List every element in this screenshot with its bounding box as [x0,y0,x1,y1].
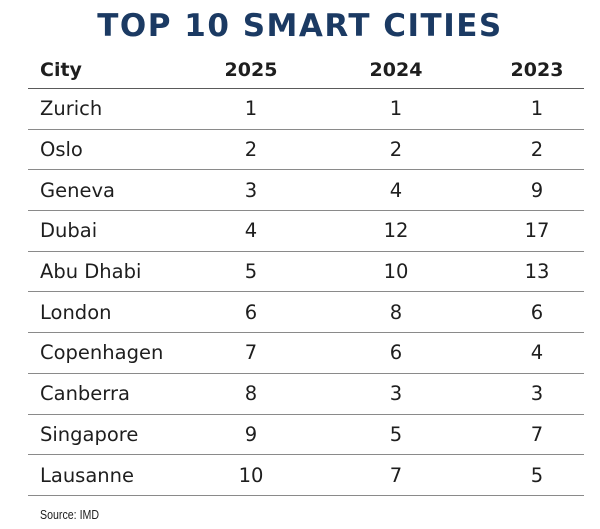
city-cell: Abu Dhabi [40,260,142,284]
table-row: Canberra 8 3 3 [28,374,584,415]
rank-2023-cell: 6 [530,300,544,324]
rank-2025-cell: 5 [244,260,258,284]
column-header-city: City [40,59,82,81]
city-cell: Lausanne [40,463,134,487]
city-cell: Zurich [40,97,103,121]
city-cell: Singapore [40,422,139,446]
table-row: Abu Dhabi 5 10 13 [28,252,584,293]
table-title: TOP 10 SMART CITIES [97,8,503,44]
city-cell: Canberra [40,382,130,406]
rank-2023-cell: 7 [530,422,544,446]
rank-2024-cell: 3 [389,382,403,406]
table-row: Copenhagen 7 6 4 [28,333,584,374]
city-cell: London [40,300,112,324]
rank-2024-cell: 2 [389,138,403,162]
rank-2023-cell: 17 [524,219,550,243]
table-row: Singapore 9 5 7 [28,415,584,456]
rank-2025-cell: 3 [244,178,258,202]
rank-2024-cell: 10 [383,260,409,284]
city-cell: Geneva [40,178,115,202]
rank-2023-cell: 9 [530,178,544,202]
rank-2025-cell: 4 [244,219,258,243]
rank-2023-cell: 1 [530,97,544,121]
rank-2023-cell: 2 [530,138,544,162]
rank-2025-cell: 1 [244,97,258,121]
rank-2024-cell: 8 [389,300,403,324]
rank-2025-cell: 8 [244,382,258,406]
table-row: London 6 8 6 [28,292,584,334]
rank-2024-cell: 7 [389,463,403,487]
rank-2024-cell: 4 [389,178,403,202]
rankings-table: City 2025 2024 2023 Zurich 1 1 1 Oslo 2 … [28,52,584,496]
table-header-row: City 2025 2024 2023 [28,52,584,89]
rank-2025-cell: 6 [244,300,258,324]
rank-2023-cell: 4 [530,341,544,365]
city-cell: Dubai [40,219,98,243]
city-cell: Copenhagen [40,341,164,365]
source-note: Source: IMD [40,508,100,522]
rank-2025-cell: 2 [244,138,258,162]
table-row: Zurich 1 1 1 [28,89,584,130]
column-header-2023: 2023 [510,59,564,81]
table-row: Geneva 3 4 9 [28,170,584,212]
rank-2023-cell: 13 [524,260,550,284]
city-cell: Oslo [40,138,83,162]
rank-2024-cell: 12 [383,219,409,243]
rank-2025-cell: 9 [244,422,258,446]
rank-2024-cell: 6 [389,341,403,365]
table-row: Lausanne 10 7 5 [28,455,584,496]
table-row: Dubai 4 12 17 [28,211,584,252]
column-header-2024: 2024 [369,59,423,81]
rank-2024-cell: 5 [389,422,403,446]
rank-2023-cell: 5 [530,463,544,487]
rank-2025-cell: 10 [238,463,264,487]
table-row: Oslo 2 2 2 [28,130,584,171]
rank-2023-cell: 3 [530,382,544,406]
column-header-2025: 2025 [224,59,278,81]
rank-2024-cell: 1 [389,97,403,121]
rank-2025-cell: 7 [244,341,258,365]
